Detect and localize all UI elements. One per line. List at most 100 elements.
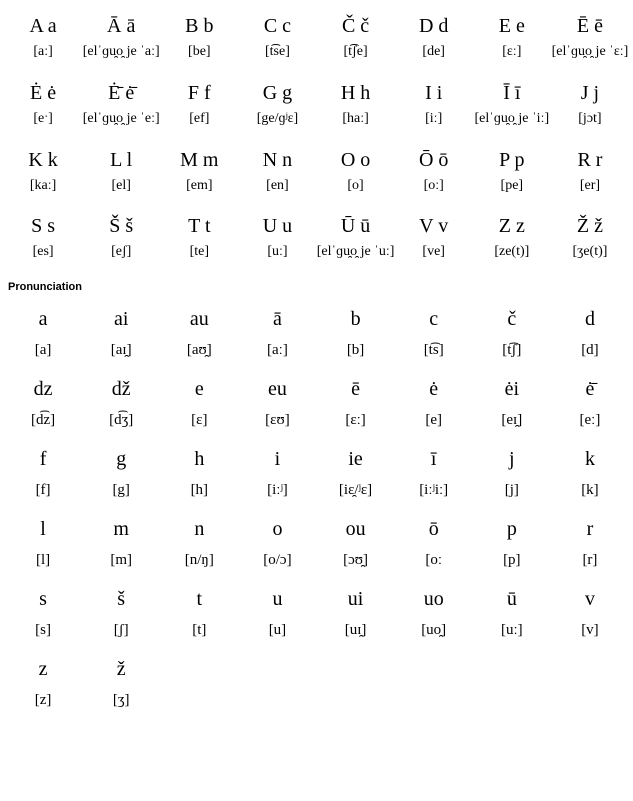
alphabet-letter: F f	[160, 75, 238, 105]
pronunciation-ipa: [ʃ]	[82, 611, 160, 647]
pronunciation-ipa	[238, 681, 316, 717]
pronunciation-letter: c	[395, 297, 473, 331]
pronunciation-ipa: [n/ŋ]	[160, 541, 238, 577]
alphabet-ipa: [oː]	[395, 172, 473, 209]
alphabet-ipa: [iː]	[395, 105, 473, 142]
alphabet-letter: J j	[551, 75, 629, 105]
pronunciation-letter: ėi	[473, 367, 551, 401]
alphabet-ipa: [de]	[395, 38, 473, 75]
pronunciation-letter: ē	[317, 367, 395, 401]
pronunciation-letter: ā	[238, 297, 316, 331]
pronunciation-letter: m	[82, 507, 160, 541]
pronunciation-letter: p	[473, 507, 551, 541]
alphabet-letter: Ė ė	[4, 75, 82, 105]
pronunciation-letter: ou	[317, 507, 395, 541]
pronunciation-ipa: [l]	[4, 541, 82, 577]
pronunciation-letter: k	[551, 437, 629, 471]
alphabet-ipa: [er]	[551, 172, 629, 209]
alphabet-ipa: [elˈɡu̯o̯ je ˈuː]	[317, 238, 395, 275]
alphabet-ipa: [aː]	[4, 38, 82, 75]
pronunciation-ipa: [iːʲ]	[238, 471, 316, 507]
alphabet-letter: M m	[160, 142, 238, 172]
pronunciation-letter: uo	[395, 577, 473, 611]
alphabet-ipa: [be]	[160, 38, 238, 75]
pronunciation-ipa: [a]	[4, 331, 82, 367]
alphabet-letter: Ž ž	[551, 208, 629, 238]
pronunciation-ipa	[160, 681, 238, 717]
pronunciation-ipa: [t͡ʃ]	[473, 331, 551, 367]
alphabet-ipa: [kaː]	[4, 172, 82, 209]
alphabet-letter: Ė̄ ė̄	[82, 75, 160, 105]
pronunciation-letter: ie	[317, 437, 395, 471]
pronunciation-letter	[317, 647, 395, 681]
pronunciation-ipa: [d]	[551, 331, 629, 367]
pronunciation-ipa: [d͡z]	[4, 401, 82, 437]
pronunciation-letter: a	[4, 297, 82, 331]
alphabet-letter: T t	[160, 208, 238, 238]
pronunciation-letter: i	[238, 437, 316, 471]
pronunciation-letter: n	[160, 507, 238, 541]
pronunciation-letter: v	[551, 577, 629, 611]
pronunciation-ipa: [p]	[473, 541, 551, 577]
pronunciation-ipa: [u]	[238, 611, 316, 647]
pronunciation-ipa: [uo̯]	[395, 611, 473, 647]
alphabet-ipa: [en]	[238, 172, 316, 209]
pronunciation-ipa: [ʒ]	[82, 681, 160, 717]
alphabet-ipa: [eʃ]	[82, 238, 160, 275]
alphabet-letter: R r	[551, 142, 629, 172]
alphabet-letter: Ō ō	[395, 142, 473, 172]
alphabet-ipa: [em]	[160, 172, 238, 209]
pronunciation-letter	[160, 647, 238, 681]
pronunciation-letter: ō	[395, 507, 473, 541]
pronunciation-letter: š	[82, 577, 160, 611]
pronunciation-letter: r	[551, 507, 629, 541]
pronunciation-heading: Pronunciation	[4, 275, 629, 297]
pronunciation-ipa: [d͡ʒ]	[82, 401, 160, 437]
alphabet-letter: V v	[395, 208, 473, 238]
alphabet-letter: I i	[395, 75, 473, 105]
pronunciation-ipa: [k]	[551, 471, 629, 507]
pronunciation-letter	[551, 647, 629, 681]
pronunciation-ipa: [t͡s]	[395, 331, 473, 367]
pronunciation-letter	[238, 647, 316, 681]
alphabet-table: A aĀ āB bC cČ čD dE eĒ ē[aː][elˈɡu̯o̯ je…	[4, 8, 629, 275]
pronunciation-ipa: [o/ɔ]	[238, 541, 316, 577]
pronunciation-letter: ė	[395, 367, 473, 401]
alphabet-letter: Ū ū	[317, 208, 395, 238]
pronunciation-ipa: [r]	[551, 541, 629, 577]
alphabet-letter: H h	[317, 75, 395, 105]
alphabet-letter: B b	[160, 8, 238, 38]
pronunciation-letter: u	[238, 577, 316, 611]
pronunciation-letter	[395, 647, 473, 681]
alphabet-letter: K k	[4, 142, 82, 172]
pronunciation-ipa: [iːʲiː]	[395, 471, 473, 507]
pronunciation-letter: z	[4, 647, 82, 681]
alphabet-letter: G g	[238, 75, 316, 105]
pronunciation-letter: d	[551, 297, 629, 331]
pronunciation-ipa: [ɔʊ̯]	[317, 541, 395, 577]
pronunciation-table: aaiauābcčd[a][aɪ̯][aʊ̯][aː][b][t͡s][t͡ʃ]…	[4, 297, 629, 717]
alphabet-letter: L l	[82, 142, 160, 172]
pronunciation-ipa: [uː]	[473, 611, 551, 647]
alphabet-ipa: [t͡ʃe]	[317, 38, 395, 75]
pronunciation-ipa: [ɛ]	[160, 401, 238, 437]
pronunciation-ipa: [e]	[395, 401, 473, 437]
alphabet-ipa: [uː]	[238, 238, 316, 275]
alphabet-letter: Ē ē	[551, 8, 629, 38]
alphabet-letter: O o	[317, 142, 395, 172]
alphabet-letter: Ā ā	[82, 8, 160, 38]
alphabet-letter: A a	[4, 8, 82, 38]
pronunciation-ipa: [s]	[4, 611, 82, 647]
pronunciation-ipa: [eɪ̯]	[473, 401, 551, 437]
alphabet-ipa: [t͡se]	[238, 38, 316, 75]
pronunciation-ipa: [aɪ̯]	[82, 331, 160, 367]
pronunciation-ipa: [z]	[4, 681, 82, 717]
alphabet-letter: P p	[473, 142, 551, 172]
pronunciation-ipa	[395, 681, 473, 717]
pronunciation-letter: ū	[473, 577, 551, 611]
pronunciation-ipa: [h]	[160, 471, 238, 507]
pronunciation-ipa: [b]	[317, 331, 395, 367]
alphabet-ipa: [jɔt]	[551, 105, 629, 142]
pronunciation-letter: o	[238, 507, 316, 541]
pronunciation-letter: ī	[395, 437, 473, 471]
